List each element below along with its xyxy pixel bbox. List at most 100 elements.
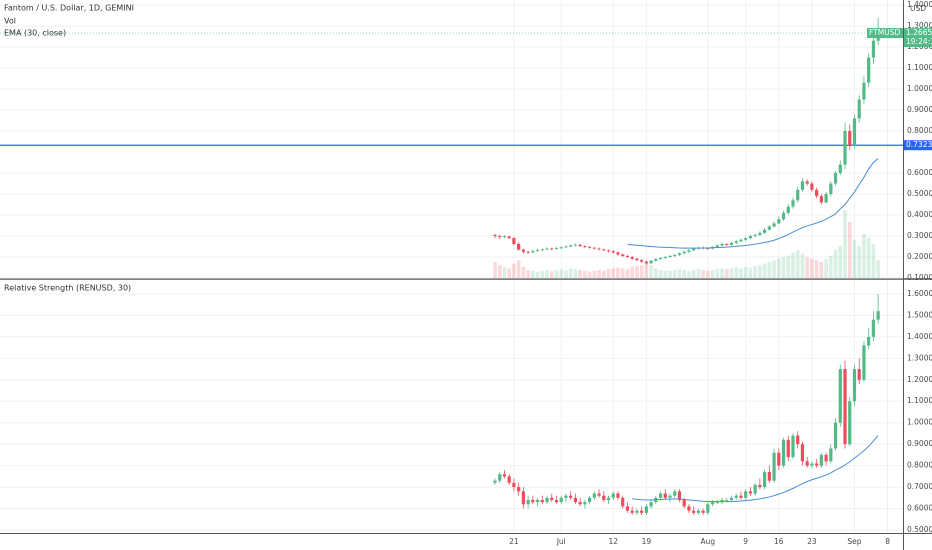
volume-bar [682,270,686,278]
candle-body [744,491,748,498]
volume-bar [862,234,866,278]
candle-body [848,401,852,445]
volume-bar [819,262,824,278]
volume-bar [502,266,507,278]
candle-body [616,493,620,498]
y-tick-label: 1.000000 [907,84,932,93]
candle-body [720,499,724,503]
y-tick-label: 1.500000 [907,310,932,319]
candle-body [786,206,790,213]
candle-body [810,463,814,466]
candle-body [573,244,578,246]
candle-body [526,499,530,505]
y-tick-label: 1.600000 [907,289,932,298]
volume-bar [734,267,739,278]
candle-body [781,212,786,220]
volume-bar [493,262,497,278]
volume-bar [639,265,644,278]
volume-bar [715,269,720,278]
candle-body [739,239,743,242]
volume-bar [729,268,734,278]
candle-body [592,247,596,249]
candle-body [663,493,667,498]
volume-bar [587,271,592,278]
y-tick-label: 1.300000 [907,353,932,362]
volume-bar [507,268,511,278]
y-tick-label: 0.500000 [907,525,932,534]
candle-body [573,497,578,503]
candle-body [862,345,866,380]
volume-bar [549,270,554,278]
volume-bar [791,252,795,278]
candle-body [507,236,511,239]
candle-body [800,444,805,462]
volume-bar [810,258,814,278]
ema-line [627,157,879,249]
candle-body [687,250,691,252]
candle-body [602,249,606,251]
y-tick-label: 1.400000 [907,0,932,9]
candle-body [692,510,696,513]
candle-body [658,493,663,498]
volume-bar [535,271,540,278]
candle-body [616,252,620,255]
candle-body [498,474,502,481]
candle-body [767,226,771,230]
y-tick-label: 0.300000 [907,231,932,240]
candle-body [521,491,525,505]
candle-body [796,189,800,201]
candle-body [635,510,639,513]
candle-body [725,243,729,245]
x-tick-label: 8 [885,537,890,546]
candle-body [649,502,653,507]
hline-label: 0.732325 [906,140,932,149]
volume-bar [777,258,781,278]
candle-body [715,245,719,247]
candle-body [597,493,601,496]
candle-body [554,248,559,250]
candle-body [673,491,677,496]
y-tick-label: 0.200000 [907,252,932,261]
x-tick-label: 19 [642,537,652,546]
grid [0,0,903,533]
y-tick-label: 0.500000 [907,189,932,198]
chart-title: Fantom / U.S. Dollar, 1D, GEMINI [4,4,134,13]
volume-bar [606,269,611,278]
volume-bar [531,270,535,278]
y-tick-label: 1.100000 [907,63,932,72]
candle-body [583,502,587,505]
candle-body [540,499,544,503]
candle-body [517,243,521,250]
volume-bar [847,222,852,278]
candle-body [559,247,563,249]
candle-body [791,200,795,207]
y-tick-label: 0.700000 [907,482,932,491]
volume-bar [866,238,871,278]
volume-bar [795,250,800,278]
candle-body [871,40,875,58]
candle-body [531,499,535,503]
volume-bar [564,270,568,278]
candle-body [833,422,838,449]
y-tick-label: 1.400000 [907,332,932,341]
y-tick-label: 1.100000 [907,396,932,405]
x-tick-label: 23 [807,537,817,546]
candle-body [862,82,866,100]
candle-body [838,369,842,423]
volume-bar [743,266,748,278]
y-tick-label: 0.100000 [907,273,932,282]
volume-bar [611,268,616,278]
volume-bar [739,268,743,278]
volume-bar [601,270,606,278]
candle-body [606,250,611,252]
y-tick-label: 0.600000 [907,168,932,177]
candle-body [663,257,667,259]
candle-body [734,241,738,243]
volume-bar [635,266,639,278]
candle-body [602,495,606,500]
candle-body [796,435,800,445]
candle-body [791,435,795,458]
volume-bar [814,260,819,278]
symbol-label: FTMUSD [869,28,900,37]
